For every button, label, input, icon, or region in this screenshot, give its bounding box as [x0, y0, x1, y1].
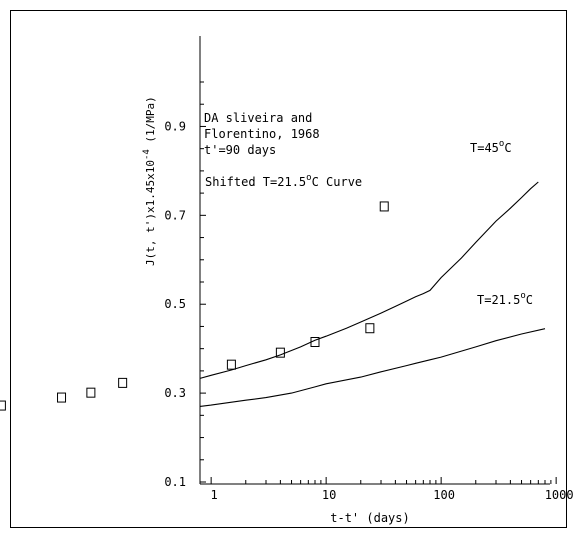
annotation-line-2: Florentino, 1968 [204, 127, 320, 141]
series-label-21-5c: T=21.5oC [477, 291, 533, 307]
data-point-marker [0, 400, 6, 411]
annotation-line-3: t'=90 days [204, 143, 276, 157]
series-line-0 [199, 181, 539, 379]
scatter-markers [0, 201, 389, 411]
x-tick-label: 1 [211, 488, 218, 502]
data-point-marker [365, 323, 375, 334]
y-tick-label: 0.1 [164, 475, 186, 489]
x-axis-label: t-t' (days) [330, 511, 409, 525]
annotation-line-1: DA sliveira and [204, 111, 312, 125]
data-point-marker [275, 347, 285, 358]
x-ticks: 1 10 100 1000 [211, 477, 574, 502]
legend-entry-shifted-curve: Shifted T=21.5oC Curve [205, 173, 362, 189]
data-point-marker [310, 337, 320, 347]
data-point-marker [86, 387, 96, 398]
series-lines [199, 181, 546, 407]
y-ticks: 0.1 0.3 0.5 0.7 0.9 [164, 81, 206, 489]
series-line-1 [199, 328, 546, 407]
x-tick-label: 100 [433, 488, 455, 502]
y-axis-label: J(t, t')x1.45x10-4 (1/MPa) [142, 96, 157, 266]
x-tick-label: 1000 [545, 488, 574, 502]
y-tick-label: 0.7 [164, 208, 186, 222]
series-label-45c: T=45oC [470, 139, 512, 155]
y-tick-label: 0.5 [164, 297, 186, 311]
data-point-marker [226, 359, 236, 370]
figure-frame [10, 10, 567, 528]
data-point-marker [118, 377, 128, 388]
data-point-marker [57, 392, 67, 403]
y-tick-label: 0.3 [164, 386, 186, 400]
data-point-marker [379, 201, 389, 212]
y-tick-label: 0.9 [164, 119, 186, 133]
x-tick-label: 10 [322, 488, 336, 502]
chart-labels: T=45oC T=21.5oC DA sliveira and Florentino,… [142, 96, 533, 525]
axes [199, 36, 550, 485]
